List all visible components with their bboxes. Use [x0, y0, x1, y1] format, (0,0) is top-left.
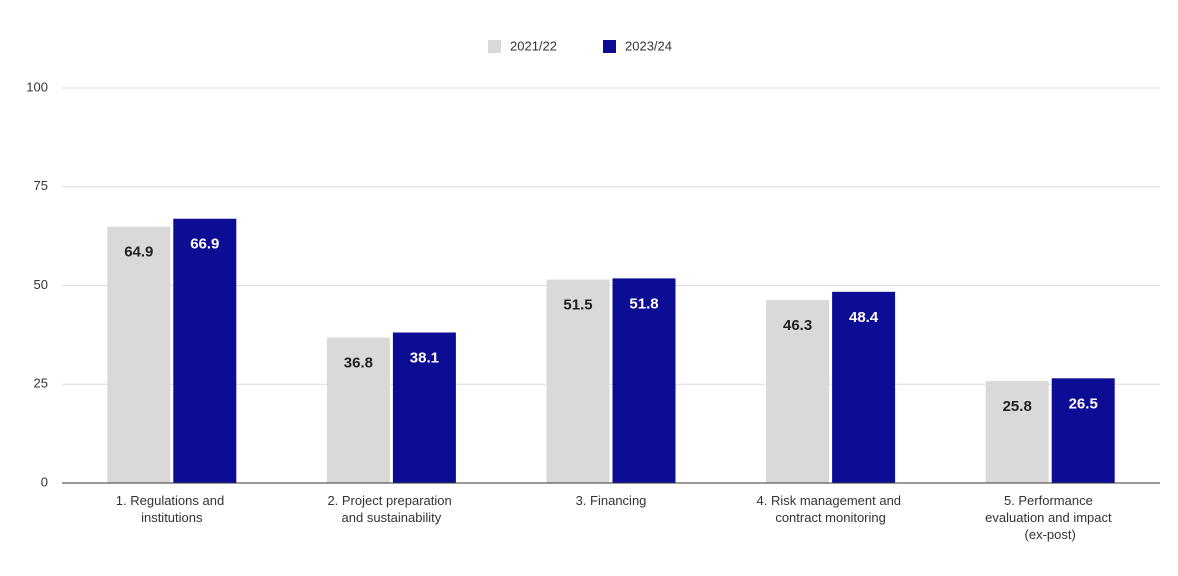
- y-tick-label: 50: [34, 277, 48, 292]
- data-label: 51.5: [563, 297, 592, 314]
- legend-label: 2023/24: [625, 38, 672, 53]
- data-label: 26.5: [1069, 395, 1098, 412]
- bar: [832, 291, 896, 483]
- bar: [173, 218, 237, 483]
- data-label: 38.1: [410, 349, 439, 366]
- bar: [1051, 378, 1115, 483]
- data-label: 46.3: [783, 317, 812, 334]
- y-tick-label: 0: [41, 474, 48, 489]
- data-label: 36.8: [344, 355, 373, 372]
- x-tick-label: 1. Regulations and institutions: [116, 493, 228, 525]
- y-tick-label: 75: [34, 178, 48, 193]
- bar: [612, 278, 676, 483]
- x-tick-label: 2. Project preparation and sustainabilit…: [327, 493, 455, 525]
- data-label: 64.9: [124, 244, 153, 261]
- y-tick-label: 100: [26, 79, 48, 94]
- bar: [985, 381, 1049, 483]
- bar: [766, 300, 830, 483]
- x-tick-label: 4. Risk management and contract monitori…: [757, 493, 905, 525]
- bar: [392, 332, 456, 483]
- bar: [546, 279, 610, 483]
- data-label: 25.8: [1003, 398, 1032, 415]
- data-label: 51.8: [629, 295, 658, 312]
- bar: [326, 337, 390, 483]
- legend-swatch: [488, 40, 501, 53]
- x-tick-label: 3. Financing: [576, 493, 647, 508]
- data-label: 48.4: [849, 309, 879, 326]
- bar: [107, 226, 171, 483]
- x-tick-label: 5. Performance evaluation and impact (ex…: [985, 493, 1115, 542]
- data-label: 66.9: [190, 236, 219, 253]
- legend-label: 2021/22: [510, 38, 557, 53]
- legend-swatch: [603, 40, 616, 53]
- y-tick-label: 25: [34, 376, 48, 391]
